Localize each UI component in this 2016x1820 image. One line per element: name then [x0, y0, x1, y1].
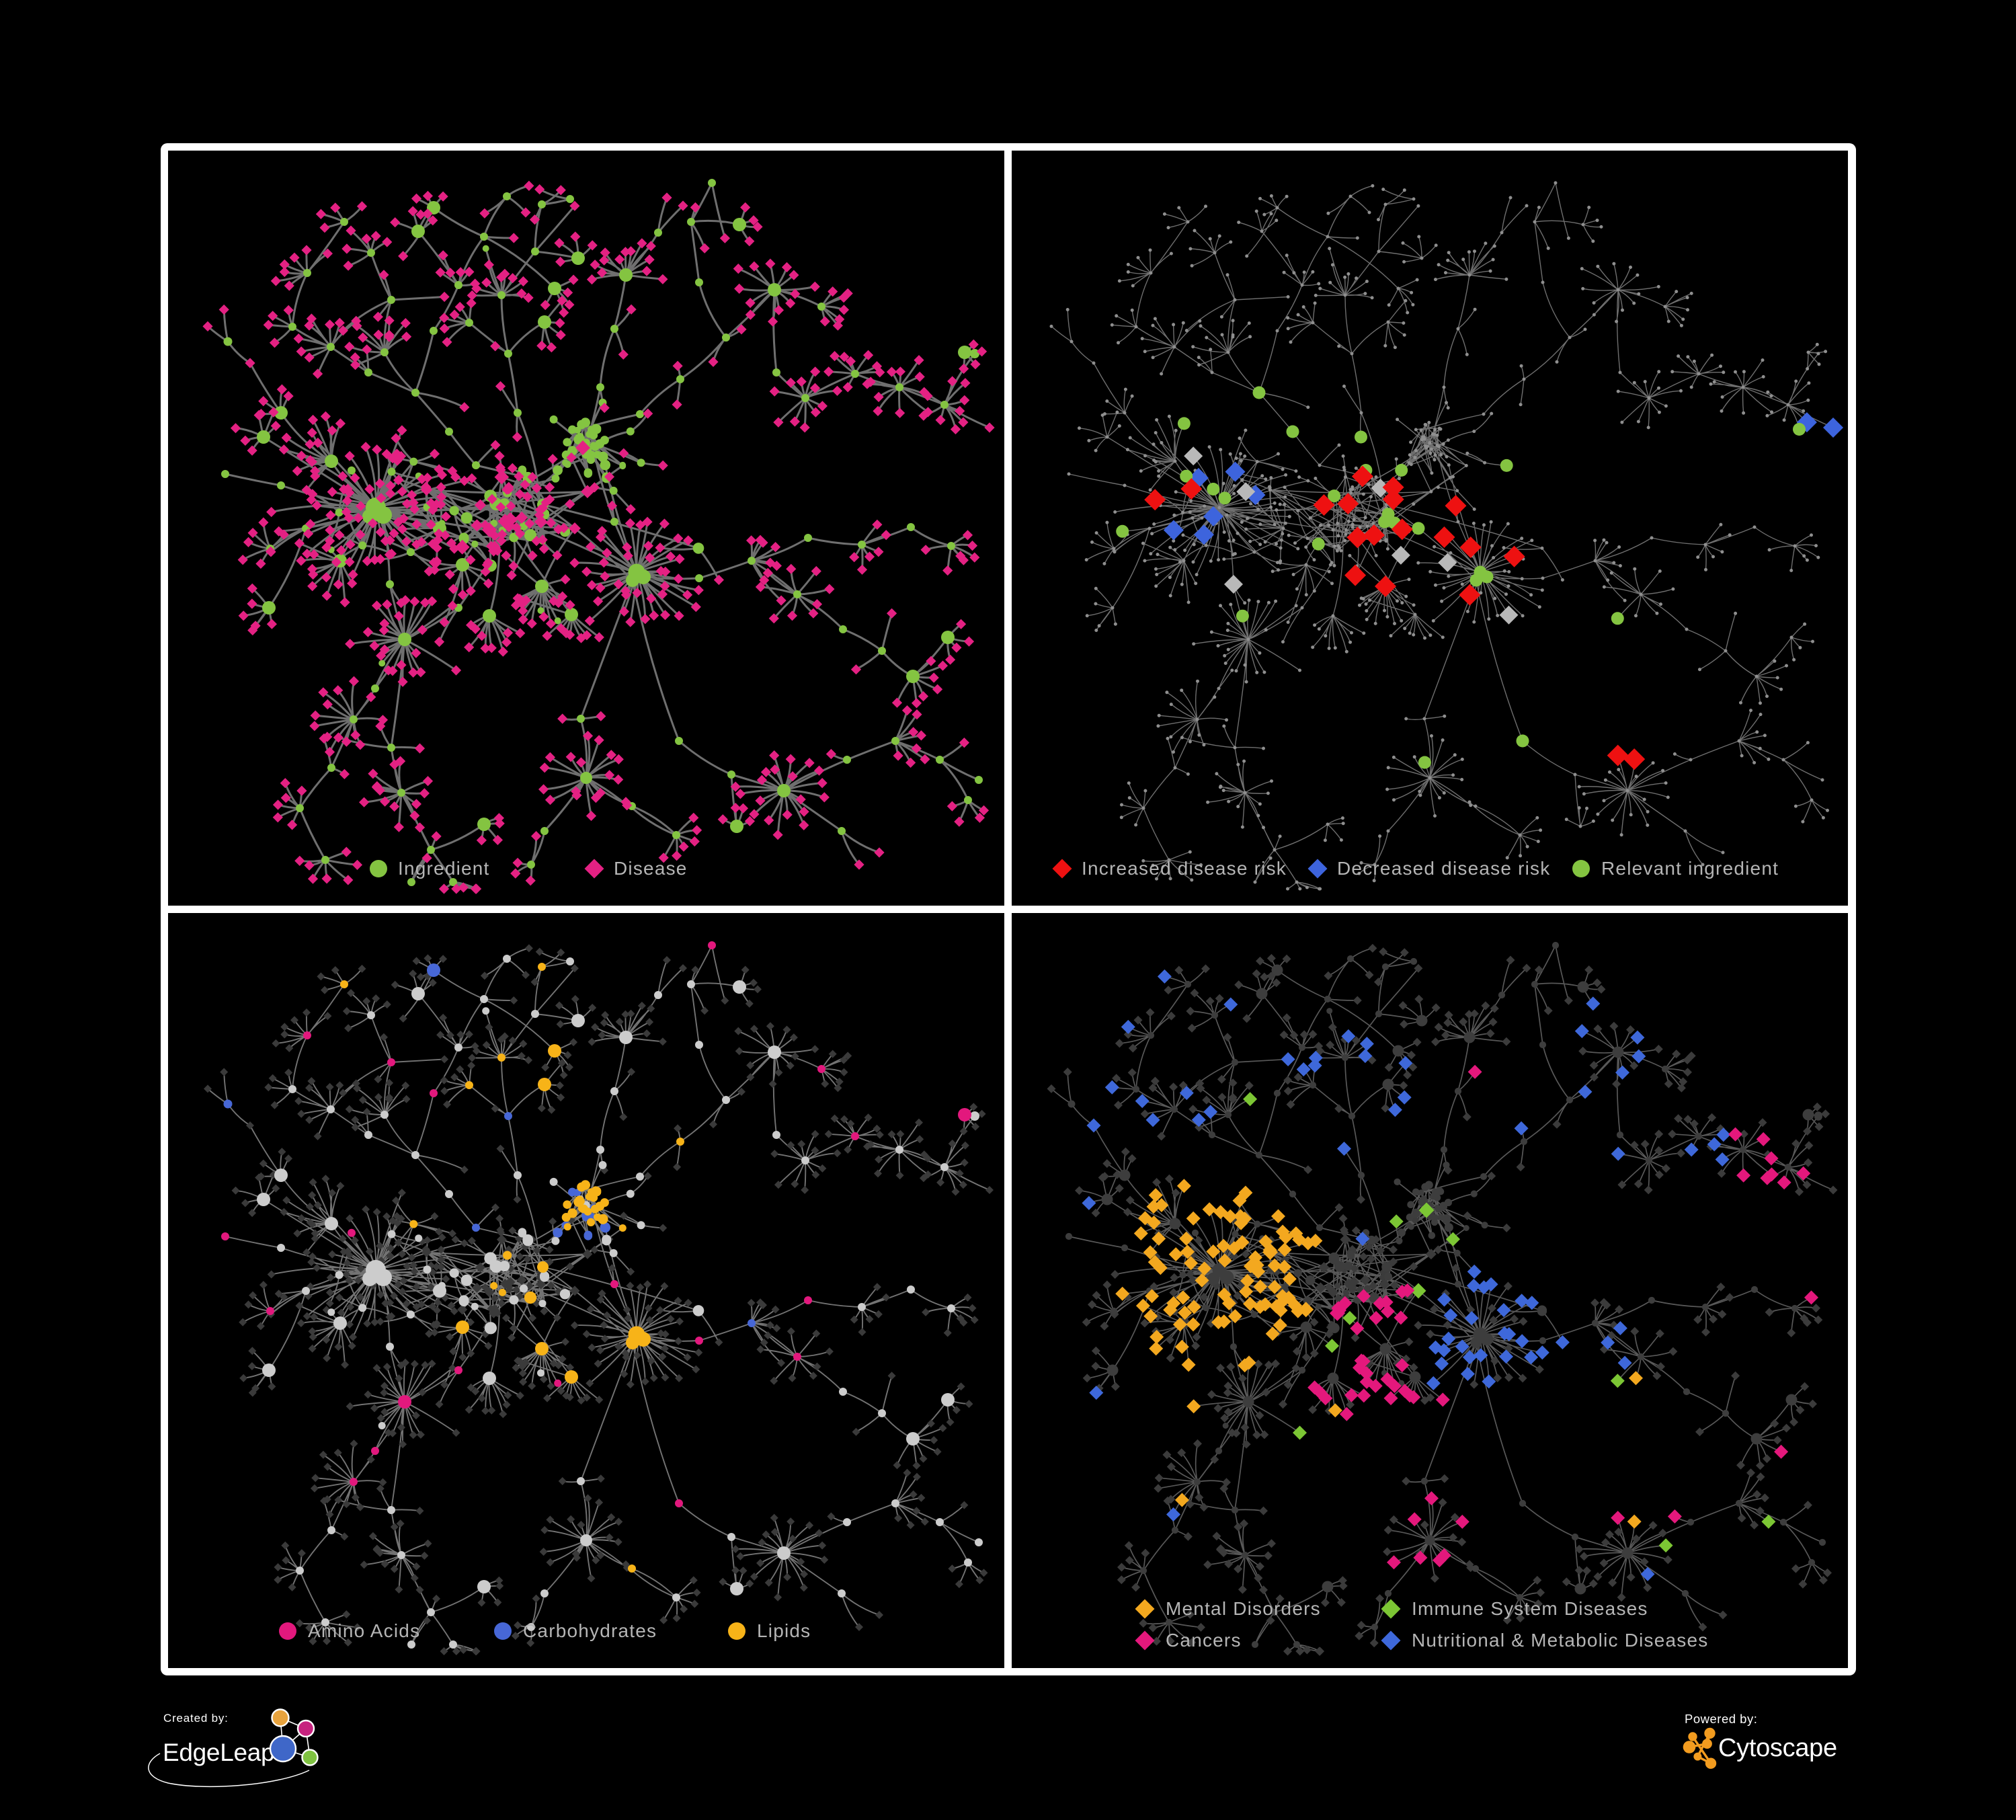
svg-text:Ingredient: Ingredient [398, 858, 490, 879]
svg-text:Lipids: Lipids [757, 1620, 811, 1641]
svg-text:Decreased disease risk: Decreased disease risk [1337, 858, 1550, 879]
svg-text:Immune System Diseases: Immune System Diseases [1412, 1598, 1648, 1619]
svg-text:Powered by:: Powered by: [1685, 1712, 1757, 1726]
svg-text:Amino Acids: Amino Acids [308, 1620, 420, 1641]
svg-text:Increased disease risk: Increased disease risk [1082, 858, 1287, 879]
svg-text:Relevant ingredient: Relevant ingredient [1601, 858, 1779, 879]
svg-text:Carbohydrates: Carbohydrates [523, 1620, 657, 1641]
svg-text:Cytoscape: Cytoscape [1718, 1734, 1837, 1762]
svg-text:Disease: Disease [614, 858, 688, 879]
svg-text:Cancers: Cancers [1166, 1630, 1242, 1651]
svg-text:Nutritional & Metabolic Diseas: Nutritional & Metabolic Diseases [1412, 1630, 1708, 1651]
svg-text:EdgeLeap: EdgeLeap [163, 1739, 274, 1766]
svg-text:Mental Disorders: Mental Disorders [1166, 1598, 1321, 1619]
svg-text:Created by:: Created by: [163, 1712, 229, 1725]
